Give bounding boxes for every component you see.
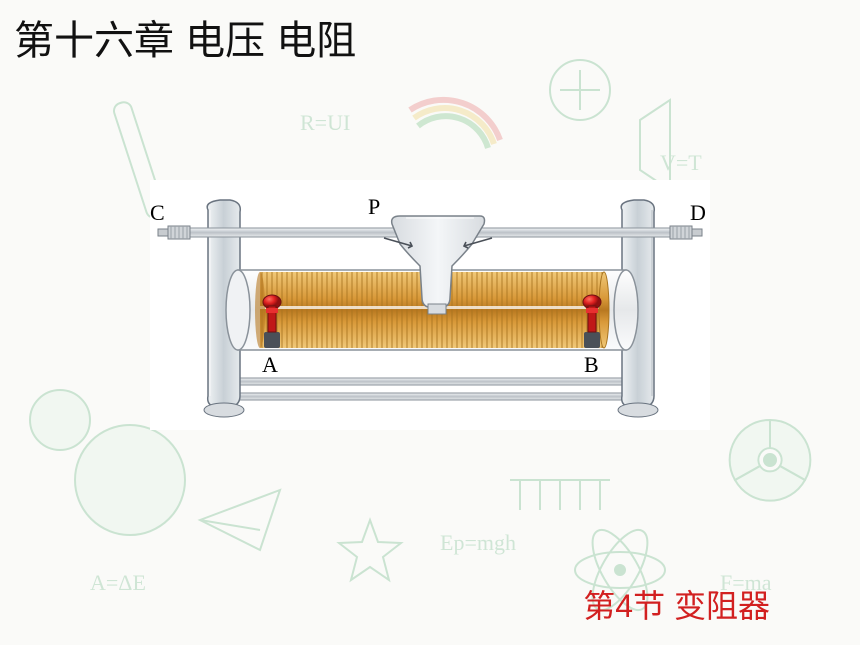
label-a: A xyxy=(262,352,278,378)
foot-right xyxy=(618,403,658,417)
label-c: C xyxy=(150,200,165,226)
svg-text:Ep=mgh: Ep=mgh xyxy=(440,530,516,555)
svg-text:R=UI: R=UI xyxy=(300,110,350,135)
svg-text:A=ΔE: A=ΔE xyxy=(90,570,146,595)
terminal-d-nut xyxy=(670,226,702,239)
label-b: B xyxy=(584,352,599,378)
base-rod-front xyxy=(216,393,644,400)
label-d: D xyxy=(690,200,706,226)
chapter-title: 第十六章 电压 电阻 xyxy=(14,8,356,66)
foot-left xyxy=(204,403,244,417)
svg-text:V=T: V=T xyxy=(660,150,702,175)
terminal-c-nut xyxy=(158,226,190,239)
base-rod-back xyxy=(216,378,644,385)
rheostat-diagram: C P D A B xyxy=(150,180,710,430)
section-title: 第4节 变阻器 xyxy=(583,581,770,627)
label-p: P xyxy=(368,194,380,220)
